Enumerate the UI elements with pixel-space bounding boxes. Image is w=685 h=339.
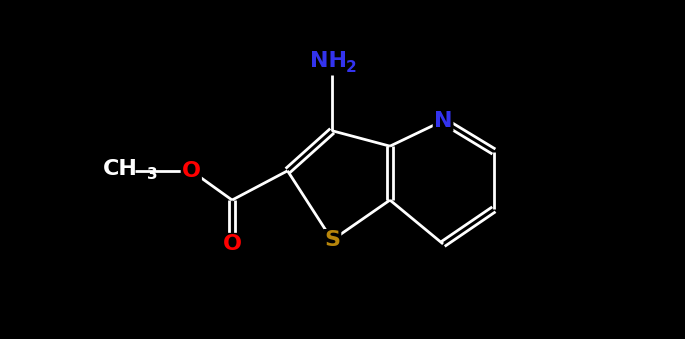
Text: O: O xyxy=(223,234,242,254)
Text: CH: CH xyxy=(103,159,138,179)
Text: 2: 2 xyxy=(345,60,356,75)
Text: S: S xyxy=(324,230,340,250)
Text: NH: NH xyxy=(310,52,347,72)
Text: 3: 3 xyxy=(147,167,158,182)
Text: O: O xyxy=(182,161,201,181)
Text: N: N xyxy=(434,111,452,131)
